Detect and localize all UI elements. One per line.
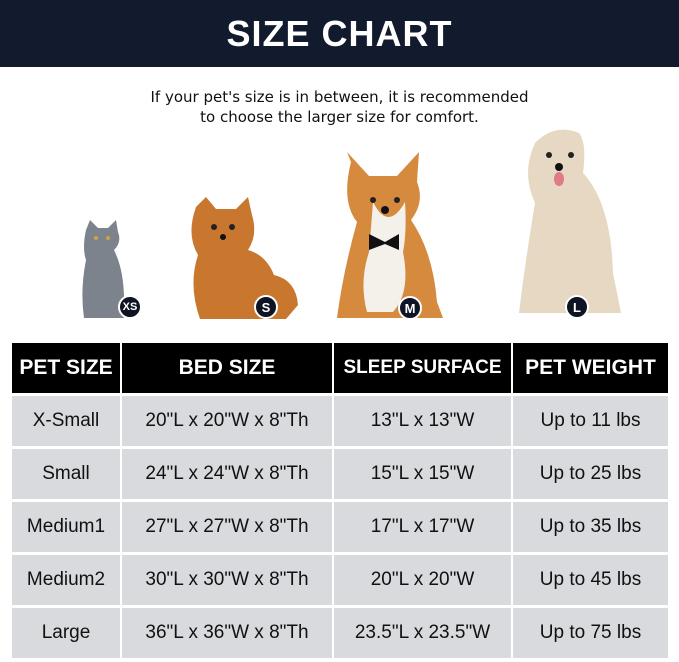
pet-weight-cell: Up to 11 lbs <box>513 393 668 446</box>
table-row: Medium1 27"L x 27"W x 8"Th 17"L x 17"W Up t… <box>12 499 668 552</box>
pet-size-cell: Large <box>12 605 122 658</box>
size-badge-xs: XS <box>118 295 142 319</box>
bed-size-cell: 20"L x 20"W x 8"Th <box>122 393 334 446</box>
size-badge-l: L <box>565 295 589 319</box>
size-note: If your pet's size is in between, it is … <box>0 87 679 127</box>
pet-size-cell: Medium2 <box>12 552 122 605</box>
bed-size-cell: 30"L x 30"W x 8"Th <box>122 552 334 605</box>
table-row: Medium2 30"L x 30"W x 8"Th 20"L x 20"W Up t… <box>12 552 668 605</box>
corgi-image <box>337 152 443 318</box>
note-line: If your pet's size is in between, it is … <box>150 88 529 106</box>
pet-weight-cell: Up to 25 lbs <box>513 446 668 499</box>
header-pet-size: PET SIZE <box>12 343 122 393</box>
sleep-surface-cell: 20"L x 20"W <box>334 552 513 605</box>
pomeranian-image <box>191 197 298 319</box>
table-row: X-Small 20"L x 20"W x 8"Th 13"L x 13"W Up t… <box>12 393 668 446</box>
table-header-row: PET SIZE BED SIZE SLEEP SURFACE PET WEIG… <box>12 343 668 393</box>
pet-size-cell: Small <box>12 446 122 499</box>
pet-size-cell: X-Small <box>12 393 122 446</box>
pet-size-cell: Medium1 <box>12 499 122 552</box>
header-bed-size: BED SIZE <box>122 343 334 393</box>
golden-retriever-image <box>519 129 621 313</box>
pet-illustrations: XS S M L <box>0 129 679 330</box>
size-badge-m: M <box>398 296 422 320</box>
sleep-surface-cell: 15"L x 15"W <box>334 446 513 499</box>
table-row: Large 36"L x 36"W x 8"Th 23.5"L x 23.5"W Up… <box>12 605 668 658</box>
bed-size-cell: 24"L x 24"W x 8"Th <box>122 446 334 499</box>
header-pet-weight: PET WEIGHT <box>513 343 668 393</box>
size-table: PET SIZE BED SIZE SLEEP SURFACE PET WEIG… <box>12 343 668 658</box>
bed-size-cell: 36"L x 36"W x 8"Th <box>122 605 334 658</box>
table-row: Small 24"L x 24"W x 8"Th 15"L x 15"W Up to … <box>12 446 668 499</box>
size-badge-s: S <box>254 295 278 319</box>
header-sleep-surface: SLEEP SURFACE <box>334 343 513 393</box>
page-title: SIZE CHART <box>226 12 453 54</box>
cat-image <box>82 220 124 318</box>
bed-size-cell: 27"L x 27"W x 8"Th <box>122 499 334 552</box>
pet-weight-cell: Up to 35 lbs <box>513 499 668 552</box>
sleep-surface-cell: 17"L x 17"W <box>334 499 513 552</box>
title-banner: SIZE CHART <box>0 0 679 67</box>
sleep-surface-cell: 13"L x 13"W <box>334 393 513 446</box>
note-line: to choose the larger size for comfort. <box>200 108 479 126</box>
pet-weight-cell: Up to 75 lbs <box>513 605 668 658</box>
sleep-surface-cell: 23.5"L x 23.5"W <box>334 605 513 658</box>
pet-weight-cell: Up to 45 lbs <box>513 552 668 605</box>
